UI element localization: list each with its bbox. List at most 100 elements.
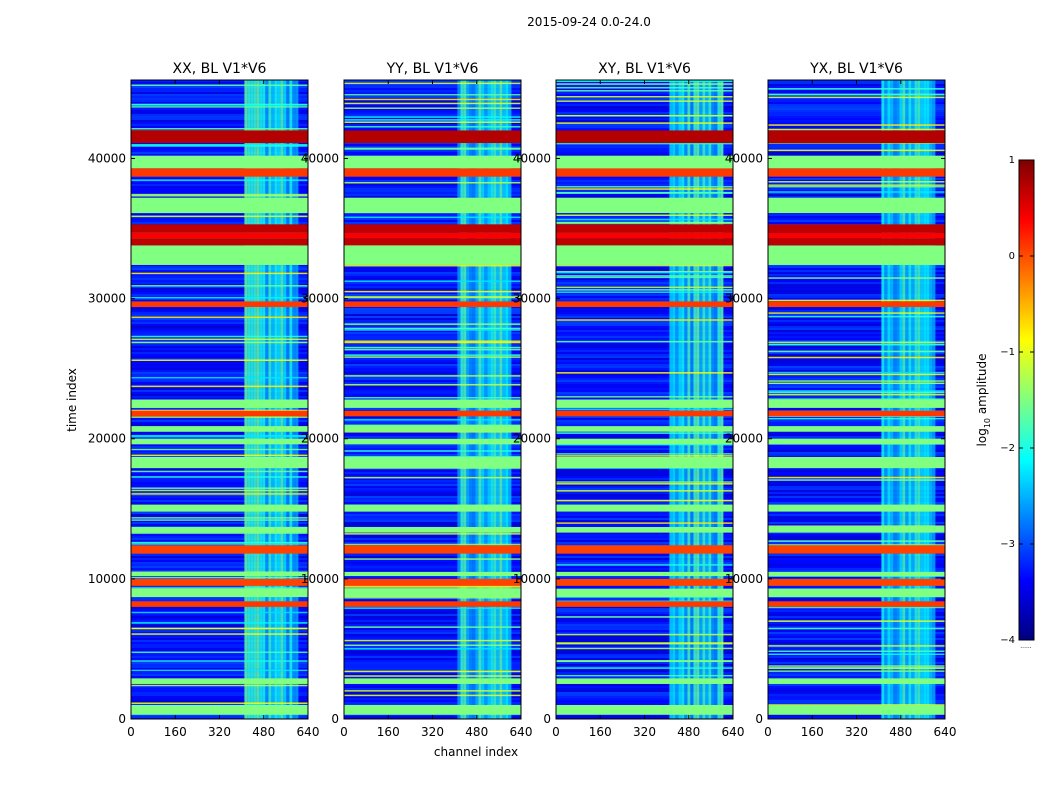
heatmap-noise-row [344,196,521,198]
time-line [768,670,945,672]
heatmap-noise-row [768,104,945,106]
heatmap-noise-row [344,452,521,454]
flagged-time-band [131,245,308,265]
heatmap-image [768,80,945,719]
heatmap-noise-row [344,312,521,314]
heatmap-noise-row [556,268,733,270]
heatmap-noise-row [556,650,733,652]
heatmap-noise-row [131,634,308,636]
heatmap-noise-row [344,86,521,88]
time-line [556,564,733,566]
time-line [556,453,733,455]
heatmap-noise-row [131,88,308,90]
heatmap-noise-row [556,300,733,302]
time-line [556,114,733,117]
flagged-time-band [131,224,308,233]
heatmap-noise-row [344,360,521,362]
time-line [556,408,733,411]
heatmap-noise-row [556,216,733,218]
flagged-time-band [556,504,733,512]
flagged-time-band [768,224,945,233]
x-tick-label: 320 [208,725,231,739]
heatmap-noise-row [556,496,733,498]
heatmap-noise-row [556,98,733,100]
heatmap-noise-row [131,384,308,386]
heatmap-noise-row [131,432,308,434]
time-line [131,532,308,534]
heatmap-noise-row [344,660,521,662]
heatmap-noise-row [131,298,308,300]
heatmap-noise-row [768,664,945,666]
heatmap-noise-row [344,532,521,534]
heatmap-noise-row [131,664,308,666]
heatmap-noise-row [344,654,521,656]
heatmap-noise-row [344,362,521,364]
heatmap-noise-row [556,298,733,300]
flagged-time-band [768,232,945,239]
heatmap-noise-row [556,354,733,356]
heatmap-noise-row [344,180,521,182]
heatmap-noise-row [556,640,733,642]
heatmap-noise-row [556,598,733,600]
heatmap-noise-row [131,522,308,524]
time-line [768,390,945,392]
heatmap-noise-row [556,112,733,114]
heatmap-noise-row [768,674,945,676]
heatmap-noise-row [556,702,733,704]
heatmap-noise-row [556,178,733,180]
time-line [768,415,945,418]
heatmap-noise-row [131,644,308,646]
heatmap-noise-row [344,666,521,668]
heatmap-noise-row [768,488,945,490]
y-tick-label: 30000 [301,292,339,306]
time-line [556,83,733,85]
x-tick-label: 0 [552,725,560,739]
heatmap-noise-row [344,638,521,640]
time-line [344,327,521,330]
flagged-time-band [556,155,733,169]
heatmap-noise-row [556,486,733,488]
time-line [131,143,308,146]
time-line [131,104,308,106]
heatmap-noise-row [131,618,308,620]
heatmap-noise-row [344,540,521,542]
heatmap-noise-row [131,102,308,104]
heatmap-noise-row [768,188,945,190]
time-line [131,193,308,196]
heatmap-noise-row [556,652,733,654]
heatmap-noise-row [768,114,945,116]
heatmap-noise-row [344,606,521,608]
y-tick-label: 0 [543,712,551,726]
heatmap-noise-row [344,338,521,340]
time-line [768,185,945,188]
time-line [556,432,733,434]
time-line [131,359,308,361]
colorbar-tick-label: 1 [1009,155,1015,166]
heatmap-noise-row [556,542,733,544]
heatmap-noise-row [768,632,945,634]
heatmap-noise-row [344,326,521,328]
flagged-time-band [131,155,308,169]
colorbar-ticks: −4 −3 −2 −1 0 1 [1000,155,1034,646]
heatmap-noise-row [131,276,308,278]
heatmap-noise-row [768,338,945,340]
heatmap-noise-row [131,488,308,490]
heatmap-noise-row [131,610,308,612]
heatmap-noise-row [131,286,308,288]
heatmap-noise-row [344,184,521,186]
heatmap-noise-row [556,182,733,184]
flagged-time-band [344,456,521,469]
heatmap-noise-row [131,420,308,422]
heatmap-noise-row [768,524,945,526]
heatmap-noise-row [556,482,733,484]
time-line [768,315,945,318]
heatmap-noise-row [131,558,308,560]
time-line [344,648,521,650]
heatmap-noise-row [131,268,308,270]
time-line [344,290,521,293]
heatmap-noise-row [556,638,733,640]
heatmap-noise-row [131,110,308,112]
heatmap-noise-row [131,322,308,324]
heatmap-noise-row [556,356,733,358]
heatmap-noise-row [556,700,733,702]
